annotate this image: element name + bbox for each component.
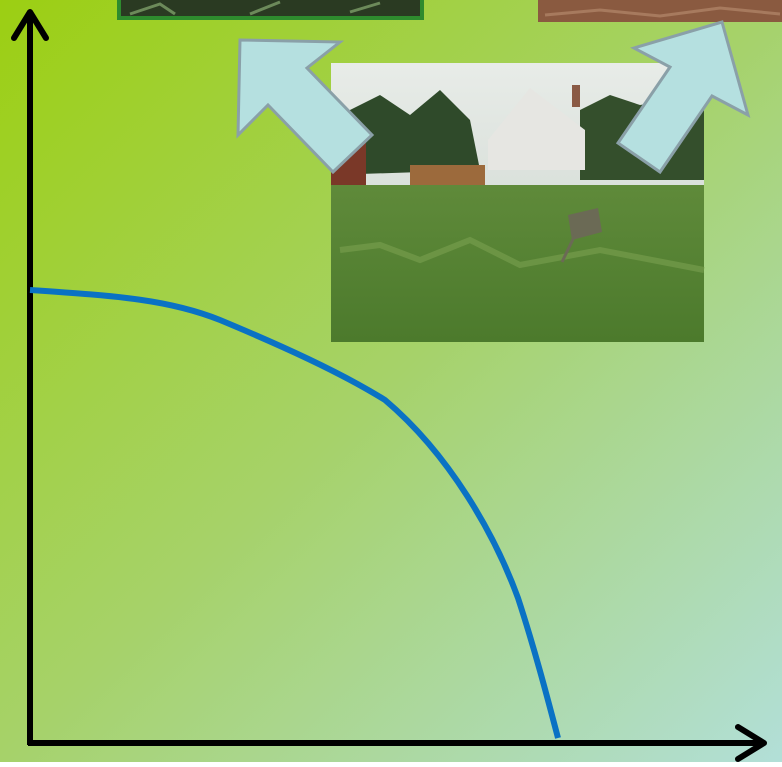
photo-soil	[538, 0, 782, 22]
block-arrow	[615, 20, 751, 175]
ppf-curve	[29, 287, 561, 739]
axes	[11, 9, 767, 762]
photo-plants	[117, 0, 424, 20]
photo-field	[331, 63, 705, 342]
block-arrow	[236, 38, 375, 175]
